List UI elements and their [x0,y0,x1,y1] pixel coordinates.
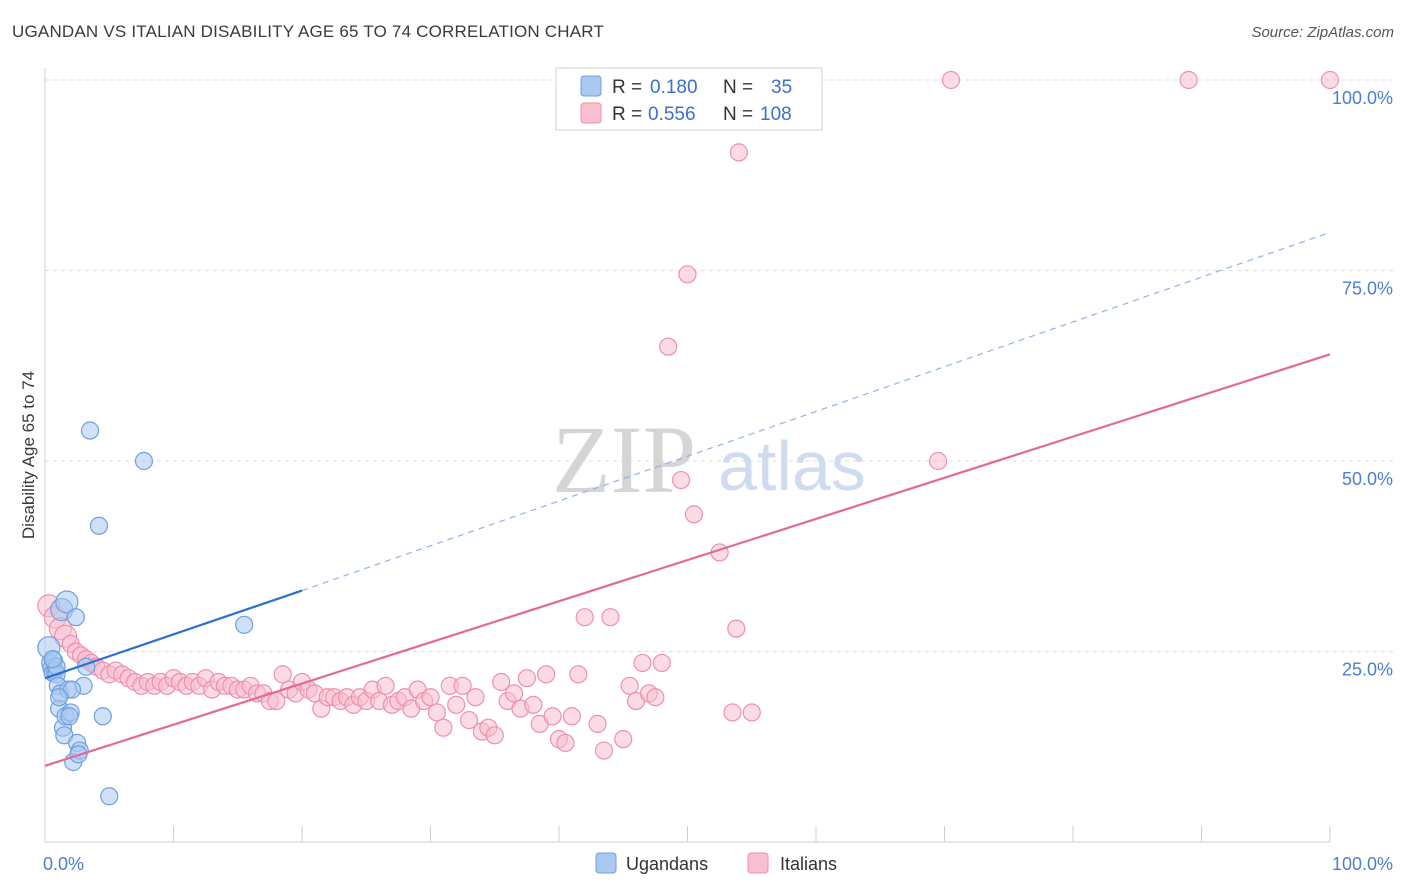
italians-point-65 [447,695,466,714]
italians-point-98 [684,505,704,524]
trendlines [44,231,1331,767]
italians-point-102 [727,619,746,638]
x-tick-label-min: 0.0% [43,854,84,874]
italians-point-94 [646,688,665,707]
italians-point-106 [941,70,961,90]
bottom-legend-swatch-italians [747,852,769,874]
legend-r-value-2: 0.556 [648,104,696,125]
italians-point-82 [556,733,575,753]
italians-point-90 [620,676,639,695]
watermark: ZIP atlas [552,406,866,513]
tick-labels: 25.0% 50.0% 75.0% 100.0% 0.0% 100.0% [43,88,1393,874]
ugandans-point-32 [43,650,62,669]
y-axis-label: Disability Age 65 to 74 [19,371,38,539]
italians-point-104 [742,703,761,722]
ugandans-point-31 [50,688,69,707]
italians-point-107 [1179,70,1198,90]
italians-point-62 [427,703,447,722]
legend-r-label-1: R = [612,77,642,98]
axes [44,68,1331,843]
italians-point-66 [453,676,472,695]
ugandans-point-25 [100,787,119,806]
italians-trendline [44,353,1331,767]
italians-point-84 [569,665,588,684]
legend-swatch-italians [580,102,602,124]
ugandans-point-24 [93,707,112,726]
italians-point-92 [633,653,652,673]
italians-point-85 [575,608,594,627]
italians-point-54 [376,676,395,695]
italians-point-67 [459,710,479,730]
italians-point-68 [466,688,485,707]
italians-point-95 [652,653,671,673]
italians-point-87 [594,741,614,760]
legend-swatch-ugandans [580,75,602,97]
ugandans-point-34 [60,707,79,726]
source-credit: Source: ZipAtlas.com [1251,24,1394,41]
gridlines [45,79,1395,652]
italians-point-101 [723,703,742,722]
italians-point-97 [671,470,691,490]
ugandans-point-26 [134,451,154,471]
watermark-atlas: atlas [718,427,866,505]
italians-point-74 [504,684,524,703]
ugandans-point-14 [55,590,79,614]
bottom-legend-ugandans: Ugandans [626,854,708,874]
bottom-legend-swatch-ugandans [595,852,617,874]
ugandans-point-23 [89,516,109,535]
ugandans-point-27 [80,421,100,440]
italians-point-71 [485,726,504,745]
italians-point-86 [588,714,607,733]
legend-n-value-1: 35 [771,77,792,98]
bottom-legend: Ugandans Italians [595,852,837,874]
italians-point-61 [421,688,440,707]
x-tick-label-max: 100.0% [1332,854,1393,874]
y-tick-label-75: 75.0% [1342,279,1393,299]
ugandans-trendline-extension [301,231,1331,592]
italians-point-103 [729,143,749,162]
watermark-zip: ZIP [552,406,696,513]
italians-point-99 [678,265,697,284]
legend: R = 0.180 N = 35 R = 0.556 N = 108 [555,67,823,131]
y-tick-label-100: 100.0% [1332,88,1393,108]
ugandans-points [37,421,254,806]
italians-point-108 [1320,70,1340,90]
italians-point-38 [273,665,292,684]
italians-point-79 [537,665,556,684]
ugandans-point-18 [66,608,85,627]
bottom-legend-italians: Italians [780,854,837,874]
ugandans-point-28 [235,615,254,634]
legend-r-value-1: 0.180 [650,77,698,98]
legend-r-label-2: R = [612,104,642,125]
ugandans-trendline [44,589,303,680]
italians-point-88 [601,608,620,627]
italians-point-83 [562,707,581,726]
italians-point-72 [492,672,511,692]
legend-n-label-2: N = [723,104,753,125]
italians-point-77 [524,695,543,714]
italians-point-63 [434,718,453,737]
legend-n-label-1: N = [723,77,753,98]
chart-title: UGANDAN VS ITALIAN DISABILITY AGE 65 TO … [12,22,605,41]
italians-point-80 [543,707,562,726]
italians-point-89 [614,730,633,749]
legend-n-value-2: 108 [760,104,792,125]
y-tick-label-50: 50.0% [1342,469,1393,489]
italians-point-105 [928,451,948,471]
italians-point-96 [659,337,678,356]
y-tick-label-25: 25.0% [1342,660,1393,680]
italians-point-76 [517,669,536,688]
